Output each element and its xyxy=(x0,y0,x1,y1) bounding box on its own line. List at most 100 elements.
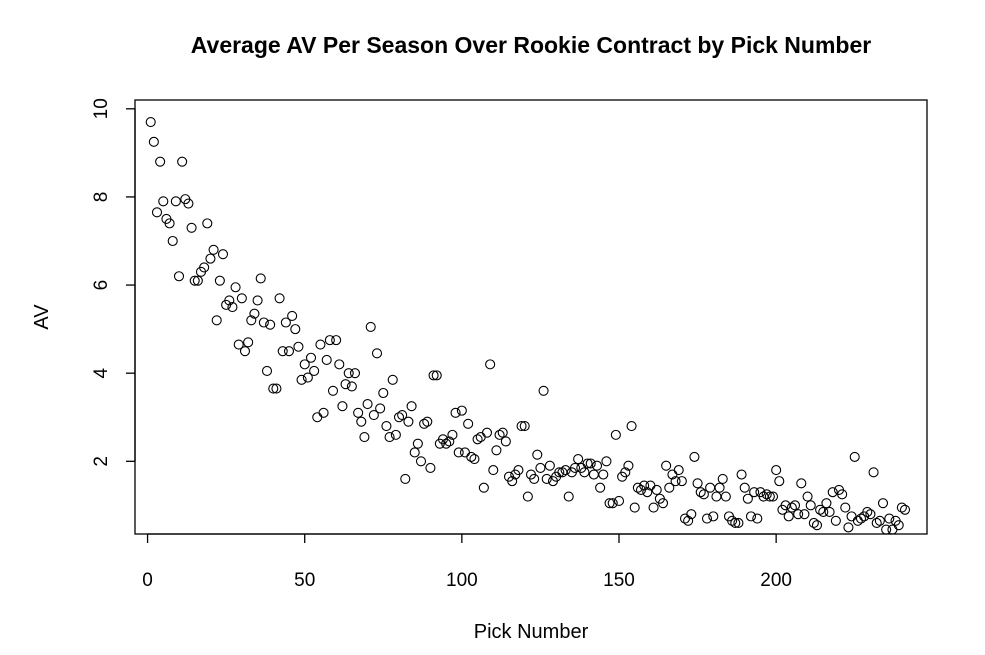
data-point xyxy=(318,407,329,418)
x-tick-label: 0 xyxy=(142,570,153,591)
data-point xyxy=(450,407,461,418)
data-point xyxy=(805,500,816,511)
data-point xyxy=(145,116,156,128)
data-point xyxy=(148,136,159,147)
y-tick-label: 6 xyxy=(91,280,112,291)
data-point xyxy=(573,454,584,465)
data-point xyxy=(698,489,709,500)
data-point xyxy=(258,317,269,328)
data-point xyxy=(158,196,169,207)
data-point xyxy=(529,473,540,484)
data-point xyxy=(296,374,307,385)
data-point xyxy=(500,436,511,447)
data-point xyxy=(742,493,753,504)
data-point xyxy=(862,506,873,518)
data-point xyxy=(736,469,747,480)
data-point xyxy=(610,429,621,440)
data-point xyxy=(472,434,483,445)
data-point xyxy=(563,491,574,502)
y-tick-label: 4 xyxy=(91,367,112,378)
data-point xyxy=(425,462,436,473)
data-point xyxy=(337,401,348,412)
data-point xyxy=(639,480,650,491)
data-point xyxy=(846,511,857,522)
data-point xyxy=(390,429,401,440)
data-point xyxy=(821,498,832,509)
data-point xyxy=(727,515,738,526)
data-point xyxy=(491,445,502,456)
data-point xyxy=(368,409,379,421)
data-point xyxy=(246,315,257,326)
data-point xyxy=(463,418,474,429)
data-point xyxy=(513,465,524,476)
data-point xyxy=(208,244,219,255)
y-axis: 2 4 6 8 10 xyxy=(91,98,136,467)
data-point xyxy=(714,482,725,493)
data-point xyxy=(252,295,263,306)
data-point xyxy=(692,478,703,489)
data-point xyxy=(227,302,238,313)
data-point xyxy=(679,513,691,524)
data-point xyxy=(249,308,260,319)
data-point xyxy=(353,407,364,418)
data-point xyxy=(371,348,383,359)
data-point xyxy=(598,469,609,480)
data-point xyxy=(519,421,530,432)
data-point xyxy=(761,489,772,500)
data-point xyxy=(720,491,731,502)
data-point xyxy=(865,509,876,520)
data-point xyxy=(827,487,838,498)
data-point xyxy=(400,473,411,484)
data-point xyxy=(849,451,860,462)
data-point xyxy=(321,354,332,366)
data-point xyxy=(444,436,455,447)
data-point xyxy=(365,321,376,332)
data-point xyxy=(535,462,546,473)
data-point xyxy=(764,491,775,502)
data-point xyxy=(837,489,848,500)
data-point xyxy=(739,482,750,493)
data-point xyxy=(202,218,213,229)
data-point xyxy=(481,427,493,438)
data-point xyxy=(151,207,163,218)
data-point xyxy=(651,484,662,495)
data-point xyxy=(224,295,235,306)
data-point xyxy=(843,522,854,533)
data-point xyxy=(767,491,779,502)
data-point xyxy=(343,368,354,379)
data-point xyxy=(868,467,879,478)
data-point xyxy=(309,365,320,377)
data-point xyxy=(786,502,797,513)
data-point xyxy=(459,447,471,458)
data-point xyxy=(387,374,398,385)
data-point xyxy=(705,482,716,493)
data-point xyxy=(701,513,713,524)
y-tick-label: 2 xyxy=(91,456,112,467)
x-axis: 0 50 100 150 200 xyxy=(142,533,792,591)
data-point xyxy=(507,476,518,487)
data-point xyxy=(730,517,741,529)
data-point xyxy=(774,476,785,487)
data-point xyxy=(406,401,417,412)
data-point xyxy=(789,500,801,511)
data-point xyxy=(579,467,590,478)
x-tick-label: 200 xyxy=(760,570,792,591)
data-point xyxy=(441,438,452,449)
data-point xyxy=(211,315,222,326)
data-point xyxy=(214,275,225,286)
data-point xyxy=(585,458,596,469)
y-axis-label: AV xyxy=(31,304,53,330)
data-point xyxy=(453,447,464,458)
data-point xyxy=(327,385,339,396)
data-point xyxy=(447,429,458,440)
data-point xyxy=(695,487,706,498)
data-point xyxy=(588,469,599,480)
data-point xyxy=(497,427,508,438)
data-point xyxy=(708,511,719,522)
data-point xyxy=(397,409,408,421)
data-point xyxy=(582,458,593,469)
data-point xyxy=(205,253,216,264)
data-point xyxy=(334,359,345,370)
data-point xyxy=(302,372,313,383)
